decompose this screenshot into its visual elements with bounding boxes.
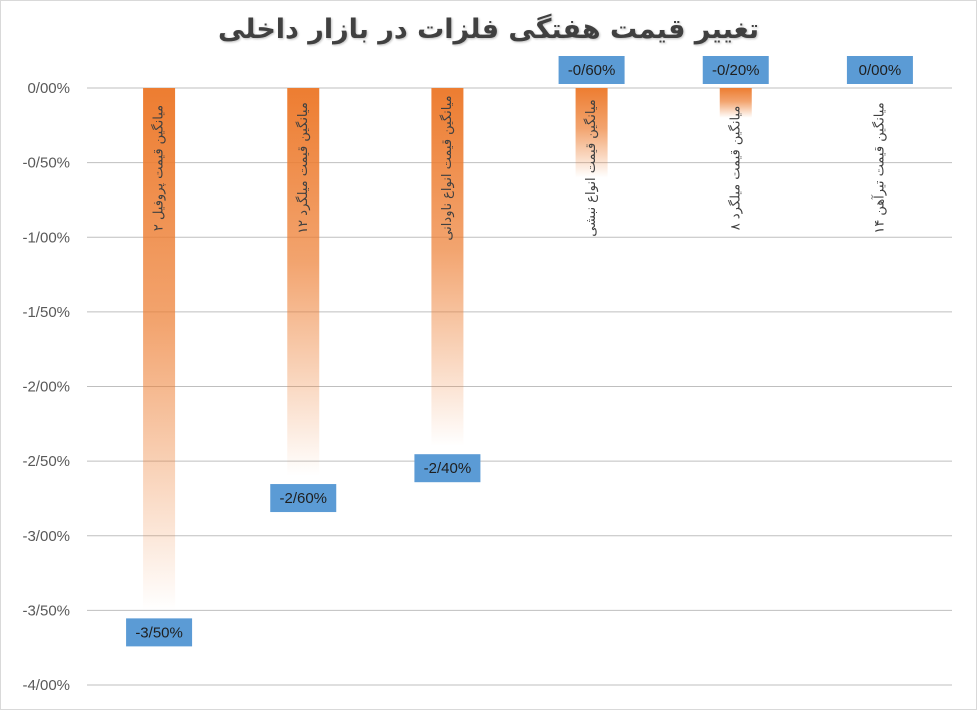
data-label-box — [126, 618, 193, 647]
category-label: میانگین قیمت انواع نبشی — [583, 99, 599, 237]
data-label: -0/60% — [568, 62, 616, 79]
data-label: 0/00% — [859, 62, 902, 79]
data-label: -0/20% — [712, 62, 760, 79]
category-label: میانگین قیمت پروفیل ۲ — [151, 105, 167, 231]
bar — [143, 88, 176, 611]
bar — [575, 88, 608, 178]
bar — [287, 88, 320, 477]
data-label-box — [702, 56, 769, 84]
y-tick-label: -1/50% — [22, 304, 70, 321]
y-tick-label: -1/00% — [22, 229, 70, 246]
category-label: میانگین قیمت میلگرد ۱۲ — [295, 102, 311, 234]
y-tick-label: 0/00% — [27, 80, 70, 97]
y-tick-label: -2/50% — [22, 453, 70, 470]
data-label: -2/60% — [279, 490, 327, 507]
category-label: میانگین قیمت انواع ناودانی — [439, 95, 455, 240]
data-label: -2/40% — [424, 460, 472, 477]
chart-title: تغییر قیمت هفتگی فلزات در بازار داخلی — [217, 14, 759, 45]
data-label-box — [846, 56, 913, 84]
category-label: میانگین قیمت میلگرد ۸ — [727, 106, 743, 231]
data-label-box — [270, 484, 337, 513]
y-tick-label: -0/50% — [22, 155, 70, 172]
y-tick-label: -2/00% — [22, 379, 70, 396]
bar — [719, 88, 752, 118]
y-tick-label: -4/00% — [22, 677, 70, 694]
y-tick-label: -3/00% — [22, 528, 70, 545]
category-label: میانگین قیمت تیرآهن ۱۴ — [870, 102, 887, 233]
bar — [431, 88, 464, 447]
data-label: -3/50% — [135, 624, 183, 641]
data-label-box — [558, 56, 625, 84]
y-tick-label: -3/50% — [22, 602, 70, 619]
data-label-box — [414, 454, 481, 483]
